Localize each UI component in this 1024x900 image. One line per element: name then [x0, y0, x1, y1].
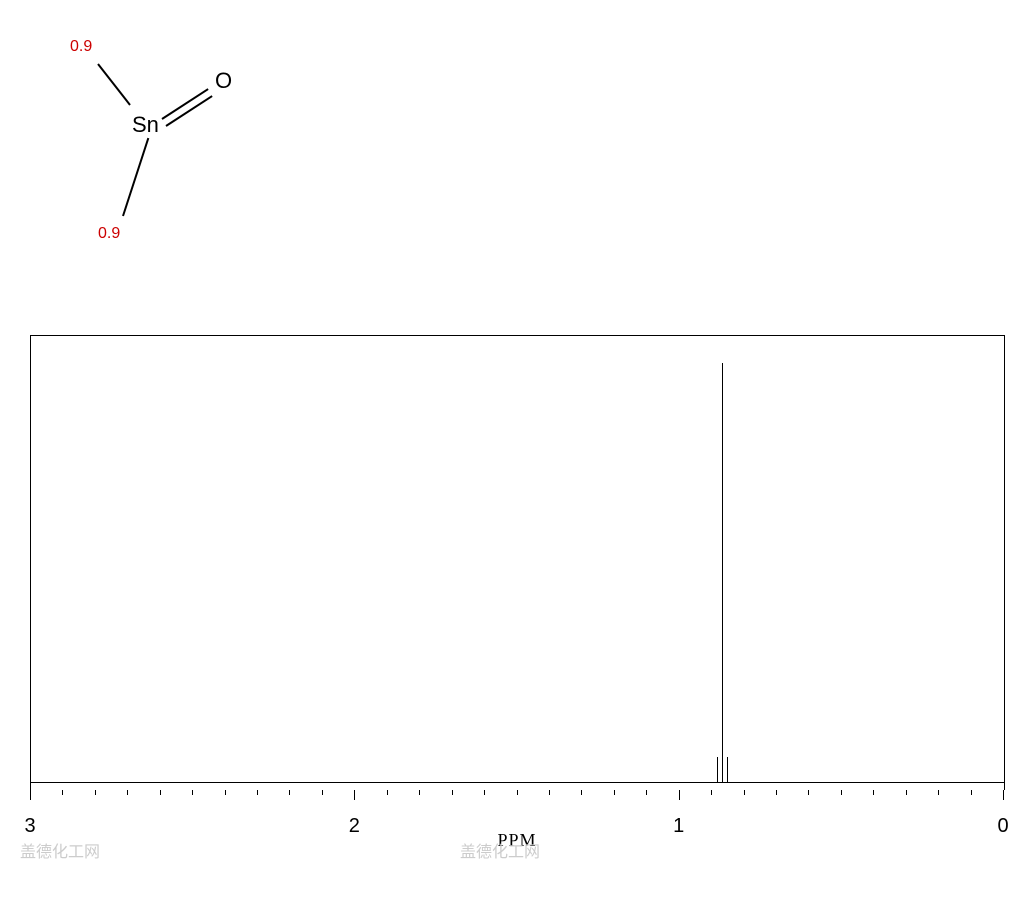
x-tick-label: 2	[349, 815, 360, 838]
x-axis-ticks	[30, 790, 1005, 800]
nmr-chart-box	[30, 335, 1005, 790]
nmr-figure: 0.9 0.9 Sn O 3210 PPM 盖德化工网 盖德化工网	[0, 0, 1024, 900]
bond-sn-methyl-1	[97, 63, 131, 105]
shift-label-1: 0.9	[70, 38, 92, 56]
x-tick-label: 0	[997, 815, 1008, 838]
nmr-peak	[722, 363, 723, 782]
center-atom-label: Sn	[132, 112, 159, 138]
watermark-2: 盖德化工网	[460, 838, 540, 862]
oxygen-atom-label: O	[215, 68, 232, 94]
nmr-baseline	[31, 782, 1004, 783]
molecule-structure: 0.9 0.9 Sn O	[70, 30, 270, 250]
watermark-1: 盖德化工网	[20, 838, 100, 862]
x-tick-label: 1	[673, 815, 684, 838]
bond-sn-methyl-2	[122, 138, 149, 217]
x-tick-label: 3	[24, 815, 35, 838]
shift-label-2: 0.9	[98, 225, 120, 243]
